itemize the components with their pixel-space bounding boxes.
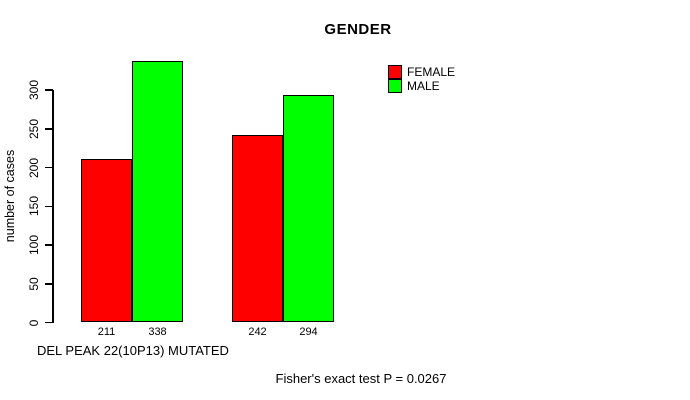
y-tick-150 (45, 205, 53, 207)
y-tick-300 (45, 89, 53, 91)
bar-male-group1 (132, 60, 183, 323)
legend: FEMALE MALE (388, 65, 455, 93)
y-tick-label-150: 150 (27, 196, 41, 217)
y-tick-label-200: 200 (27, 157, 41, 178)
bar-value-female-group1: 211 (97, 326, 116, 338)
legend-label-female: FEMALE (407, 65, 456, 79)
y-tick-label-250: 250 (27, 118, 41, 139)
y-tick-label-50: 50 (27, 277, 41, 291)
y-axis-title: number of cases (3, 149, 17, 243)
x-axis-title: DEL PEAK 22(10P13) MUTATED (37, 343, 229, 358)
y-tick-label-0: 0 (27, 319, 41, 326)
male-color-swatch (388, 79, 402, 93)
statistical-test-footnote: Fisher's exact test P = 0.0267 (275, 371, 447, 386)
legend-label-male: MALE (407, 79, 440, 93)
bar-value-female-group2: 242 (248, 326, 267, 338)
bar-value-male-group2: 294 (299, 326, 318, 338)
legend-item-male: MALE (388, 79, 455, 93)
bar-male-group2 (283, 94, 334, 323)
y-tick-200 (45, 166, 53, 169)
y-tick-50 (45, 283, 53, 285)
bar-female-group2 (232, 134, 283, 323)
bar-value-male-group1: 338 (148, 326, 167, 338)
y-tick-label-100: 100 (27, 234, 41, 256)
legend-item-female: FEMALE (388, 65, 455, 79)
female-color-swatch (388, 65, 402, 79)
chart-title: GENDER (324, 21, 392, 38)
y-tick-label-300: 300 (27, 79, 41, 101)
bar-female-group1 (81, 158, 132, 323)
y-tick-250 (45, 128, 53, 130)
y-tick-100 (45, 244, 53, 246)
y-tick-0 (45, 321, 53, 324)
